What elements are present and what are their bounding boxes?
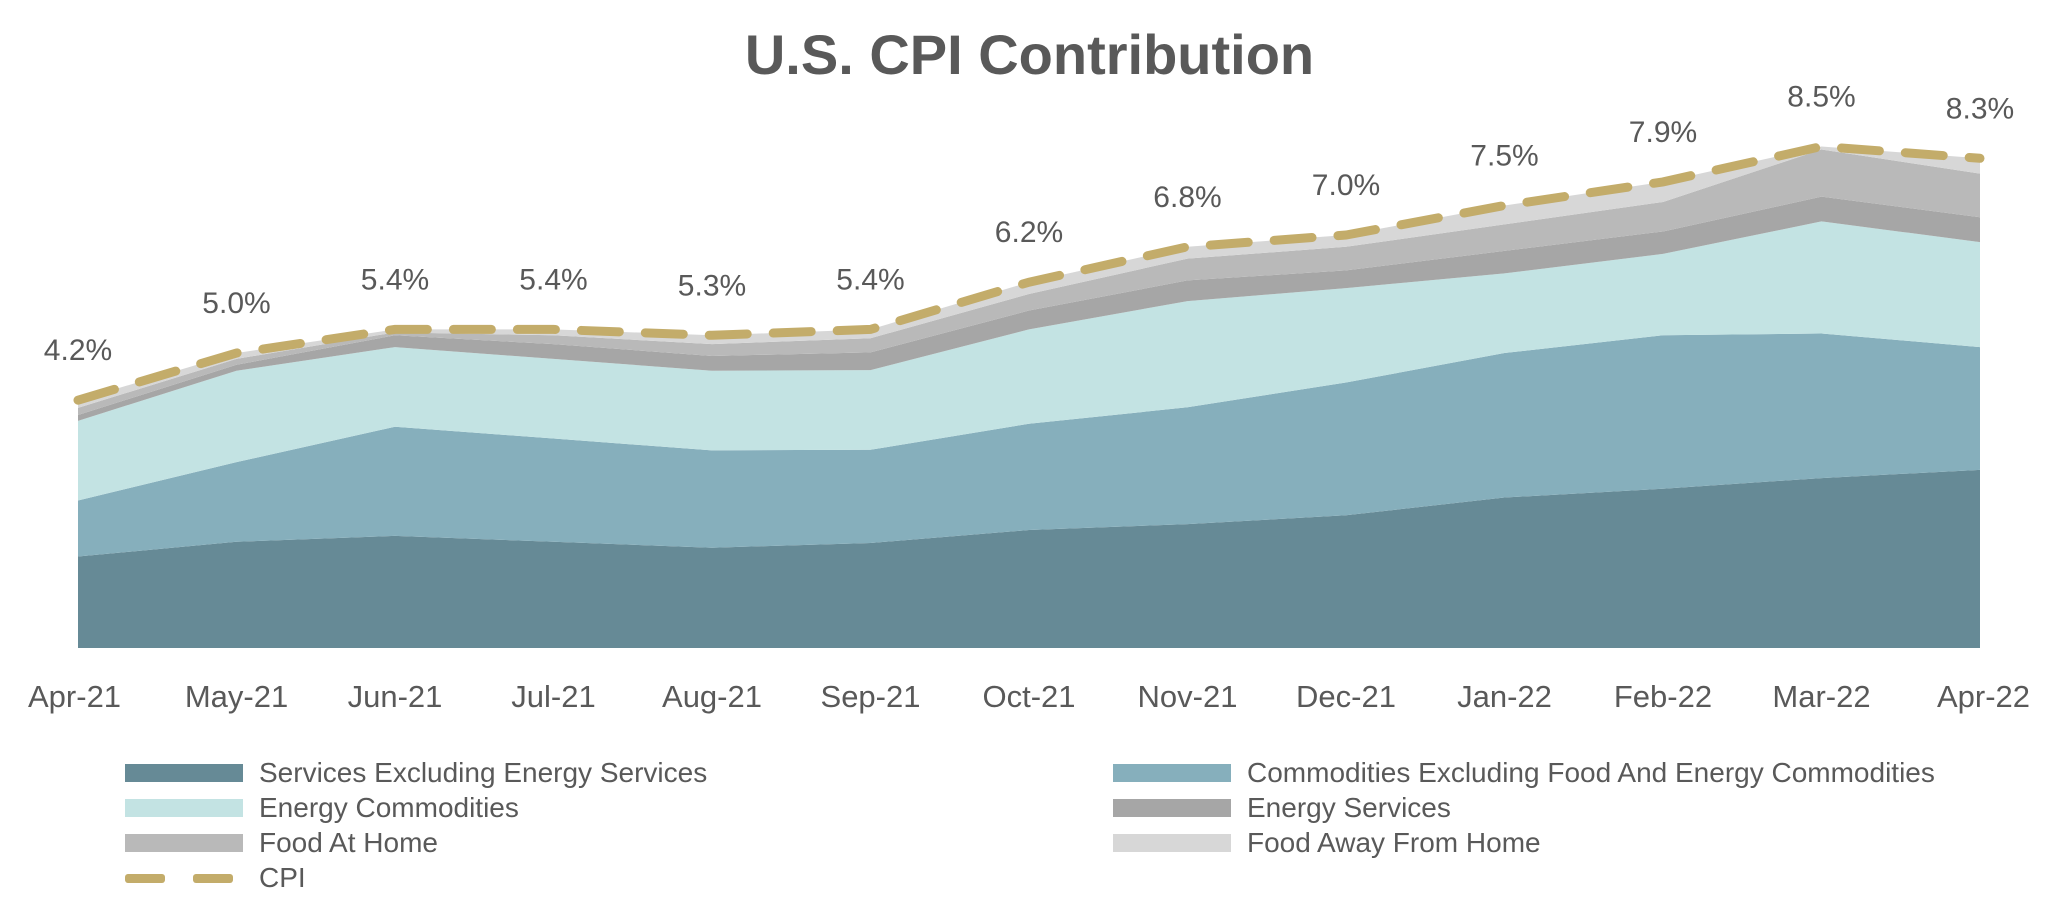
x-tick-label: Apr-21 [28, 679, 121, 714]
legend-item-cpi: CPI [125, 862, 306, 894]
legend-item-commodities: Commodities Excluding Food And Energy Co… [1113, 757, 1935, 789]
x-tick-label: Dec-21 [1296, 679, 1396, 714]
legend-swatch [1113, 799, 1231, 817]
chart-title: U.S. CPI Contribution [744, 23, 1315, 86]
x-tick-label: Mar-22 [1772, 679, 1870, 714]
cpi-data-label: 6.8% [1153, 181, 1221, 214]
legend-swatch [125, 764, 243, 782]
legend-item-food-at-home: Food At Home [125, 827, 438, 859]
x-tick-label: Aug-21 [662, 679, 762, 714]
cpi-data-label: 5.4% [836, 263, 904, 296]
x-tick-label: Apr-22 [1937, 679, 2030, 714]
x-tick-label: Jul-21 [511, 679, 595, 714]
x-tick-label: Feb-22 [1614, 679, 1712, 714]
cpi-data-label: 7.9% [1629, 116, 1697, 149]
cpi-data-label: 7.0% [1312, 169, 1380, 202]
area-series-1 [78, 333, 1980, 557]
x-tick-label: Nov-21 [1138, 679, 1238, 714]
cpi-data-label: 5.4% [361, 263, 429, 296]
cpi-data-label: 7.5% [1470, 140, 1538, 173]
x-tick-label: Jan-22 [1457, 679, 1552, 714]
cpi-data-label: 6.2% [995, 216, 1063, 249]
legend-label: Food At Home [259, 827, 438, 858]
area-series-5 [78, 146, 1980, 408]
cpi-line [73, 141, 1985, 405]
legend-swatch [125, 799, 243, 817]
data-labels: 4.2% 5.0% 5.4% 5.4% 5.3% 5.4% 6.2% 6.8% 7.0% 7.5%… [44, 81, 2014, 368]
cpi-data-label: 5.0% [202, 287, 270, 320]
legend-item-energy-services: Energy Services [1113, 792, 1451, 824]
legend-label: Energy Commodities [259, 792, 519, 823]
legend-swatch [125, 834, 243, 852]
cpi-line-layer [73, 141, 1985, 405]
cpi-data-label: 8.3% [1946, 92, 2014, 125]
cpi-data-label: 8.5% [1787, 81, 1855, 114]
cpi-data-label: 4.2% [44, 334, 112, 367]
legend-label: CPI [259, 862, 306, 893]
legend-label: Commodities Excluding Food And Energy Co… [1247, 757, 1935, 788]
area-series-0 [78, 469, 1980, 648]
area-layers [78, 146, 1980, 648]
legend-swatch [1113, 764, 1231, 782]
legend-item-food-away: Food Away From Home [1113, 827, 1541, 859]
area-series-4 [78, 149, 1980, 415]
legend-label: Services Excluding Energy Services [259, 757, 708, 788]
cpi-data-label: 5.4% [519, 263, 587, 296]
x-tick-label: May-21 [185, 679, 288, 714]
legend-label: Food Away From Home [1247, 827, 1541, 858]
cpi-data-label: 5.3% [678, 269, 746, 302]
legend-swatch [1113, 834, 1231, 852]
legend-item-energy-commodities: Energy Commodities [125, 792, 519, 824]
area-series-3 [78, 196, 1980, 421]
x-tick-label: Sep-21 [821, 679, 921, 714]
area-series-2 [78, 221, 1980, 501]
legend-label: Energy Services [1247, 792, 1451, 823]
x-tick-label: Jun-21 [348, 679, 443, 714]
x-tick-label: Oct-21 [982, 679, 1075, 714]
legend-swatch-dashed [125, 869, 243, 887]
x-axis-tick-labels: Apr-21 May-21 Jun-21 Jul-21 Aug-21 Sep-21 Oct-… [28, 679, 2030, 714]
legend-item-services: Services Excluding Energy Services [125, 757, 707, 789]
